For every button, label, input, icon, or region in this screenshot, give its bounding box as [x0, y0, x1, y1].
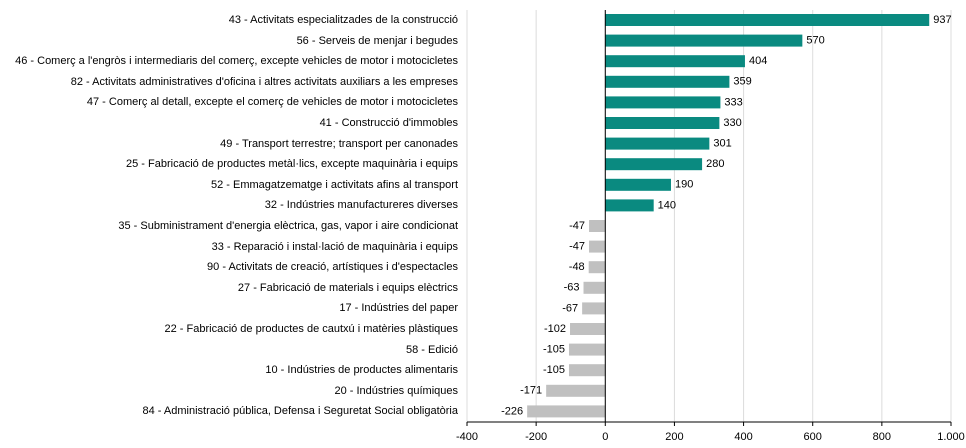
bar [605, 14, 930, 26]
bar [589, 240, 606, 253]
data-label: -171 [520, 385, 542, 397]
category-label: 46 - Comerç a l'engròs i intermediaris d… [15, 55, 458, 68]
data-label: 280 [706, 158, 724, 170]
bar [605, 96, 721, 109]
data-label: -105 [543, 344, 565, 356]
bar [527, 405, 606, 418]
x-tick-label: -200 [525, 431, 547, 443]
category-label: 22 - Fabricació de productes de cautxú i… [164, 323, 459, 335]
x-tick-label: -400 [456, 431, 478, 443]
bar [605, 158, 703, 171]
x-tick-label: 0 [602, 431, 608, 443]
data-label: -48 [569, 261, 585, 273]
bar [605, 117, 720, 129]
bar [605, 178, 671, 191]
x-tick-label: 800 [873, 431, 891, 443]
bar [605, 34, 803, 47]
bar [568, 364, 606, 377]
bar [605, 55, 745, 68]
bar [605, 199, 654, 212]
category-label: 47 - Comerç al detall, excepte el comerç… [86, 96, 458, 109]
data-label: -102 [544, 323, 566, 335]
data-label: 301 [713, 138, 731, 150]
bar [546, 384, 606, 397]
bar [588, 261, 606, 274]
category-label: 32 - Indústries manufactureres diverses [264, 199, 458, 212]
data-label: 330 [723, 117, 741, 129]
data-label: -47 [569, 241, 585, 253]
category-label: 35 - Subministrament d'energia elèctrica… [118, 220, 458, 232]
data-label: 404 [749, 55, 767, 67]
category-label: 49 - Transport terrestre; transport per … [220, 137, 458, 150]
category-label: 43 - Activitats especialitzades de la co… [228, 14, 458, 26]
data-label: -63 [564, 282, 580, 294]
bar [568, 343, 606, 356]
data-label: -67 [562, 302, 578, 314]
category-label: 82 - Activitats administratives d'oficin… [70, 75, 458, 88]
bar [582, 302, 606, 315]
category-label: 52 - Emmagatzematge i activitats afins a… [211, 178, 458, 191]
bar [605, 75, 730, 88]
data-label: 937 [933, 14, 951, 26]
bar [605, 137, 710, 150]
data-label: 359 [733, 76, 751, 88]
category-label: 10 - Indústries de productes alimentaris [265, 364, 458, 377]
data-label: 140 [658, 199, 676, 211]
category-label: 58 - Edició [406, 343, 458, 356]
category-label: 33 - Reparació i instal·lació de maquinà… [211, 240, 458, 253]
category-label: 84 - Administració pública, Defensa i Se… [142, 405, 458, 418]
data-label: 570 [806, 35, 824, 47]
x-tick-label: 1.000 [937, 431, 965, 443]
data-label: 333 [724, 96, 742, 108]
category-label: 17 - Indústries del paper [339, 302, 458, 315]
x-tick-label: 200 [665, 431, 683, 443]
data-label: -226 [501, 405, 523, 417]
bar [570, 323, 606, 335]
data-label: 190 [675, 179, 693, 191]
category-label: 56 - Serveis de menjar i begudes [296, 34, 458, 47]
category-label: 20 - Indústries químiques [334, 384, 458, 397]
category-label: 27 - Fabricació de materials i equips el… [237, 281, 458, 294]
data-label: -105 [543, 364, 565, 376]
category-label: 41 - Construcció d'immobles [319, 117, 458, 129]
bar [589, 220, 606, 232]
x-tick-label: 600 [804, 431, 822, 443]
category-label: 90 - Activitats de creació, artístiques … [207, 261, 458, 274]
category-label: 25 - Fabricació de productes metàl·lics,… [126, 158, 458, 171]
bar [583, 281, 606, 294]
x-tick-label: 400 [734, 431, 752, 443]
data-label: -47 [569, 220, 585, 232]
